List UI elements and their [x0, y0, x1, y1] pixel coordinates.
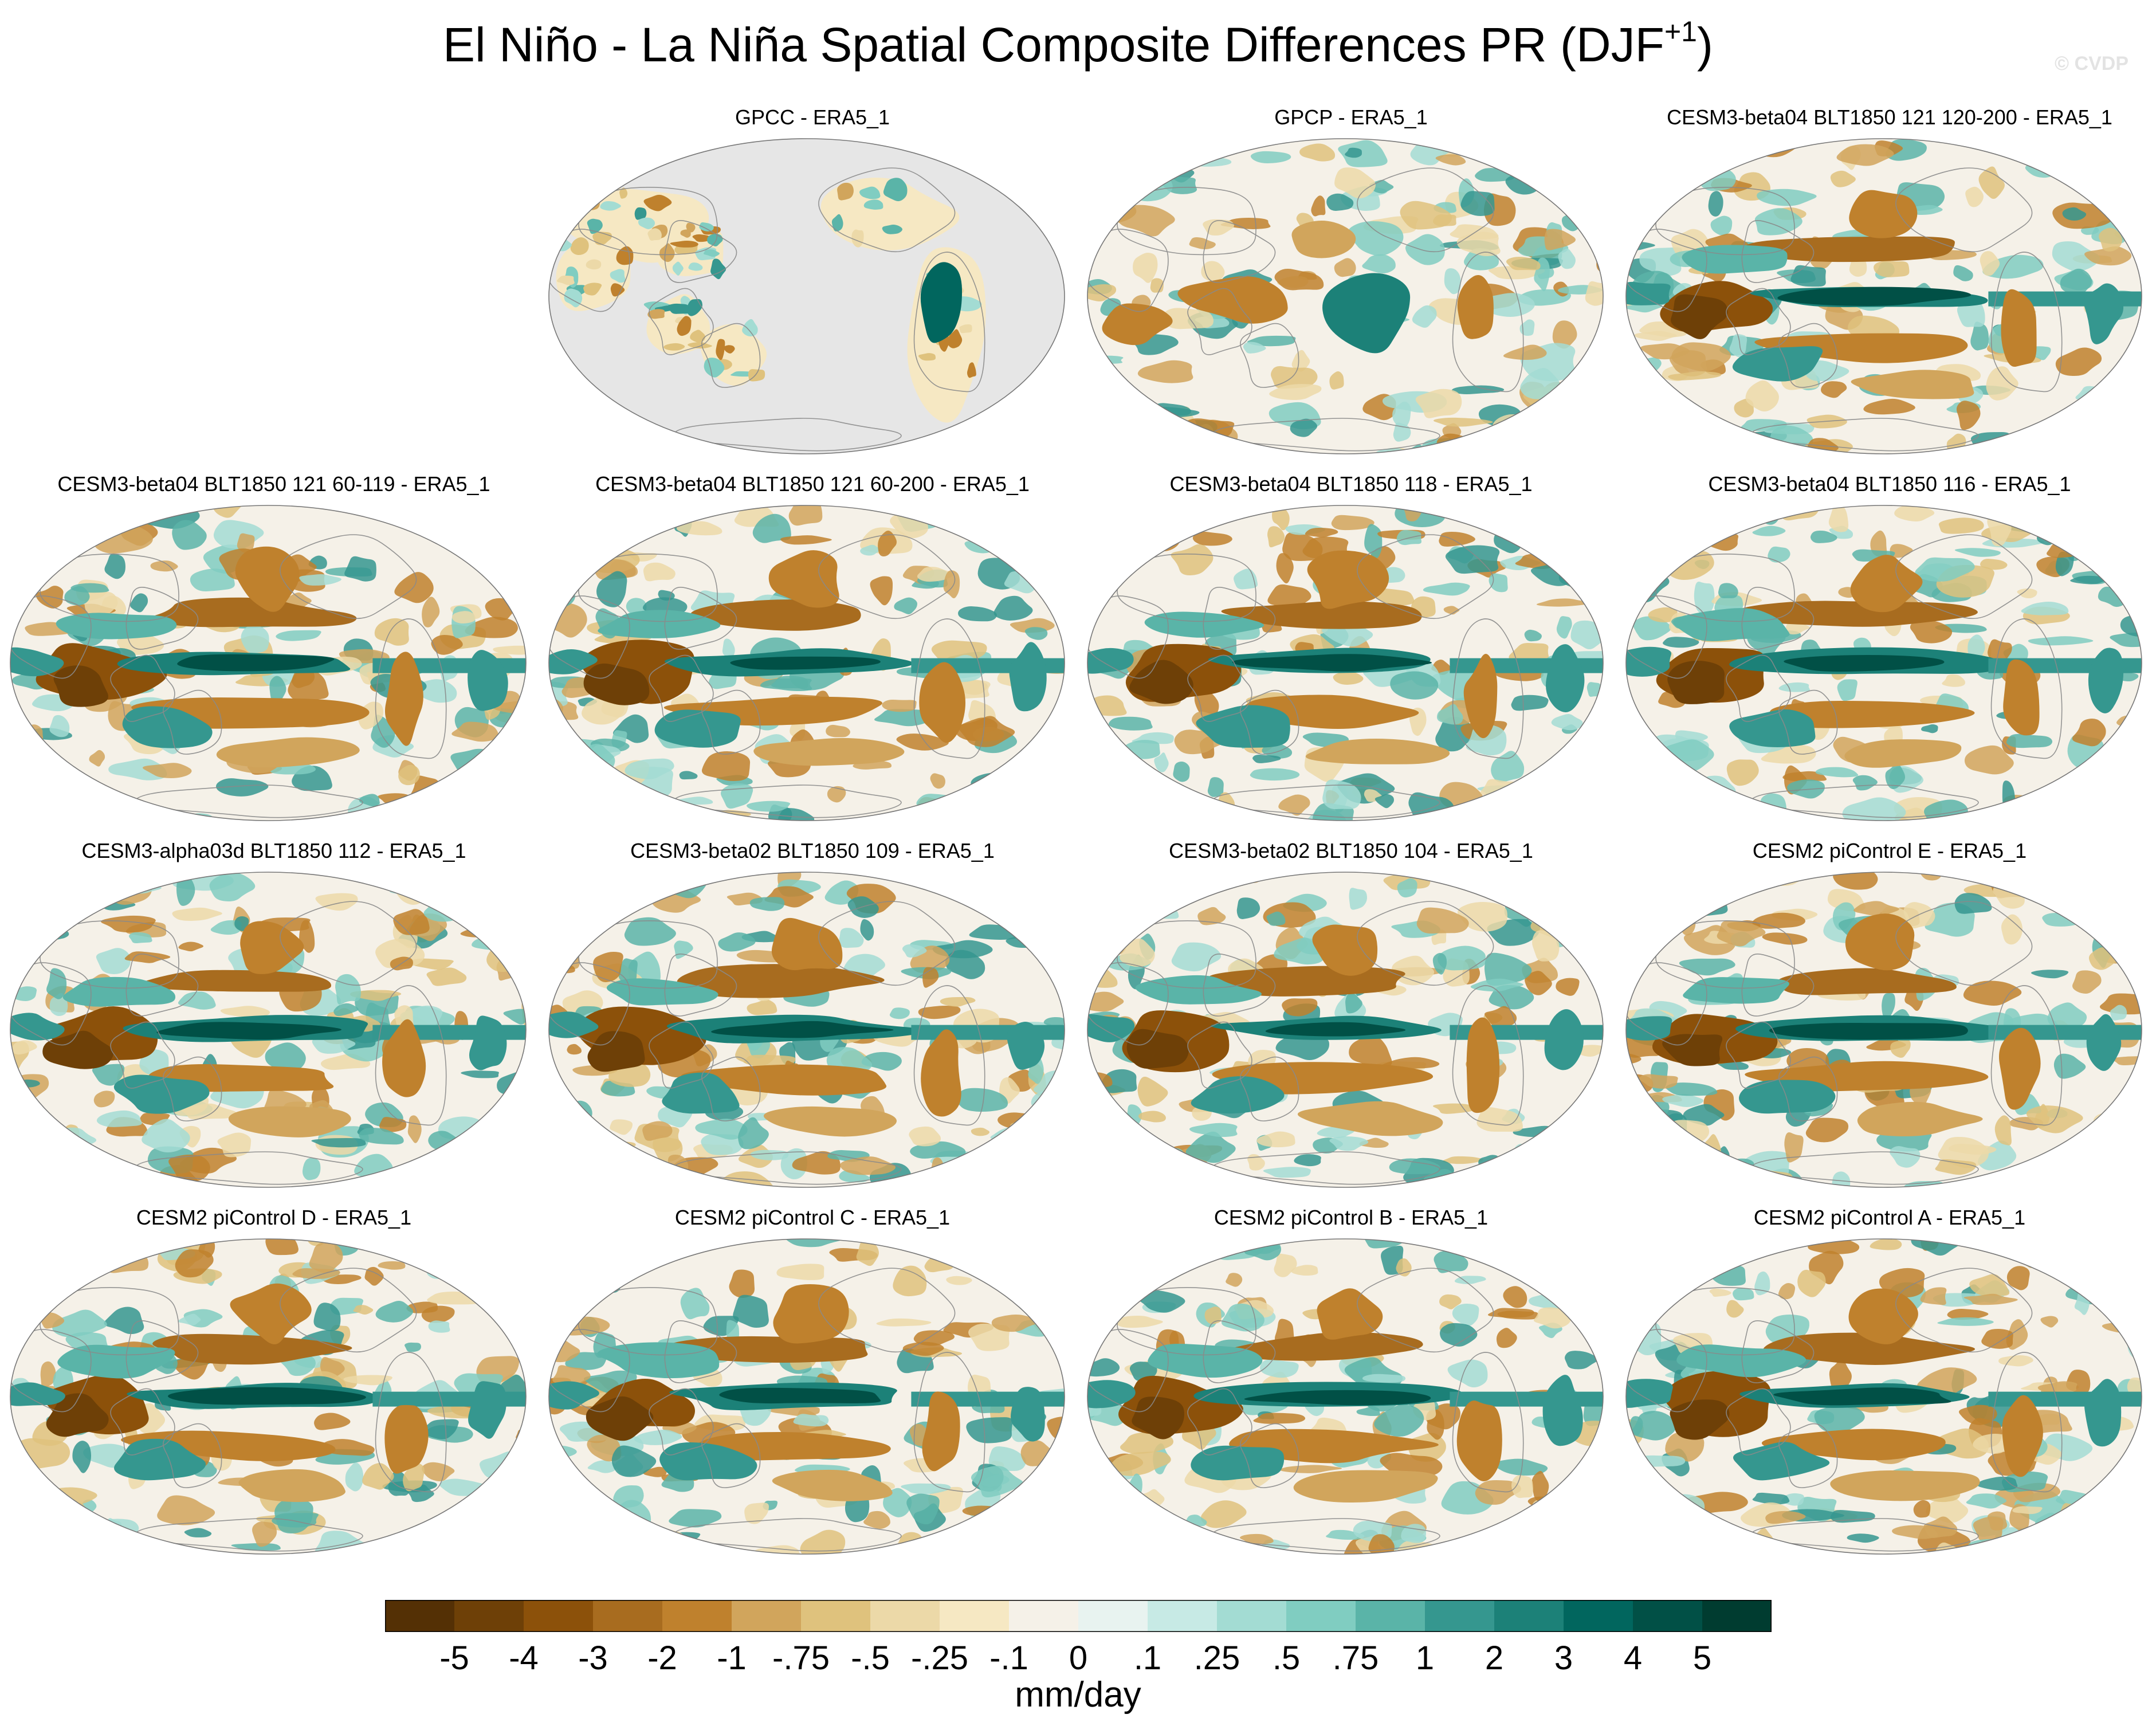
colorbar-swatch	[1148, 1600, 1218, 1632]
panel-title: CESM3-alpha03d BLT1850 112 - ERA5_1	[81, 839, 466, 862]
colorbar-tick-label: 5	[1692, 1639, 1712, 1677]
colorbar-tick-label: -4	[509, 1639, 539, 1677]
panel-title: CESM3-beta04 BLT1850 121 60-119 - ERA5_1	[57, 472, 490, 496]
panel-title: CESM2 piControl C - ERA5_1	[674, 1206, 951, 1229]
colorbar-swatch	[593, 1600, 663, 1632]
robinson-map	[10, 505, 527, 821]
robinson-map	[1087, 872, 1604, 1188]
robinson-map	[1087, 1238, 1604, 1555]
robinson-map	[10, 1238, 527, 1555]
colorbar-tick-label: 0	[1069, 1639, 1088, 1677]
panel-title: CESM2 piControl A - ERA5_1	[1753, 1206, 2026, 1229]
colorbar-swatch	[1633, 1600, 1703, 1632]
robinson-map	[1625, 1238, 2142, 1555]
colorbar-swatch	[870, 1600, 940, 1632]
colorbar-swatch	[1217, 1600, 1287, 1632]
panel-title: GPCP - ERA5_1	[1274, 105, 1428, 129]
colorbar-tick-label: .1	[1133, 1639, 1162, 1677]
colorbar-tick-label: .5	[1272, 1639, 1301, 1677]
colorbar-tick-label: -.1	[989, 1639, 1028, 1677]
colorbar-swatch	[1564, 1600, 1633, 1632]
colorbar-tick-label: -.25	[911, 1639, 968, 1677]
robinson-map	[10, 872, 527, 1188]
colorbar	[385, 1600, 1772, 1632]
colorbar-tick-label: -2	[647, 1639, 677, 1677]
robinson-map	[1625, 138, 2142, 454]
panel-title: GPCC - ERA5_1	[735, 105, 890, 129]
colorbar-swatch	[1356, 1600, 1425, 1632]
panel-title: CESM3-beta02 BLT1850 104 - ERA5_1	[1169, 839, 1533, 862]
colorbar-swatch	[662, 1600, 732, 1632]
colorbar-tick-label: 2	[1485, 1639, 1504, 1677]
robinson-map	[1087, 505, 1604, 821]
colorbar-tick-label: .25	[1193, 1639, 1240, 1677]
colorbar-tick-label: -1	[717, 1639, 747, 1677]
colorbar-tick-label: .75	[1332, 1639, 1379, 1677]
colorbar-swatch	[732, 1600, 802, 1632]
colorbar-tick-label: -.5	[851, 1639, 890, 1677]
colorbar-tick-label: 3	[1554, 1639, 1573, 1677]
colorbar-swatch	[1425, 1600, 1495, 1632]
panel-title: CESM3-beta04 BLT1850 121 60-200 - ERA5_1	[595, 472, 1030, 496]
panel-title: CESM3-beta04 BLT1850 116 - ERA5_1	[1708, 472, 2071, 496]
figure-title: El Niño - La Niña Spatial Composite Diff…	[443, 15, 1713, 72]
robinson-map	[548, 872, 1065, 1188]
watermark: © CVDP	[2055, 53, 2128, 74]
colorbar-swatch	[1702, 1600, 1772, 1632]
panel-title: CESM2 piControl E - ERA5_1	[1752, 839, 2027, 862]
colorbar-units: mm/day	[1015, 1675, 1141, 1715]
colorbar-swatch	[1286, 1600, 1356, 1632]
colorbar-swatch	[524, 1600, 594, 1632]
panel-title: CESM2 piControl B - ERA5_1	[1214, 1206, 1489, 1229]
robinson-map	[1625, 872, 2142, 1188]
panel-title: CESM3-beta04 BLT1850 118 - ERA5_1	[1169, 472, 1533, 496]
colorbar-swatch	[940, 1600, 1010, 1632]
robinson-map	[548, 138, 1065, 454]
colorbar-swatch	[1494, 1600, 1564, 1632]
colorbar-tick-labels: -5 -4 -3 -2 -1 -.75 -.5 -.25 -.1 0 .1 .25 .5 .75 1 2 3 4 5	[0, 1639, 2156, 1680]
colorbar-tick-label: -.75	[772, 1639, 830, 1677]
robinson-map	[548, 1238, 1065, 1555]
colorbar-swatch	[1009, 1600, 1079, 1632]
panel-title: CESM3-beta04 BLT1850 121 120-200 - ERA5_…	[1667, 105, 2112, 129]
panel-title: CESM3-beta02 BLT1850 109 - ERA5_1	[630, 839, 995, 862]
colorbar-tick-label: 1	[1415, 1639, 1435, 1677]
panel-title: CESM2 piControl D - ERA5_1	[136, 1206, 412, 1229]
robinson-map	[548, 505, 1065, 821]
robinson-map	[1625, 505, 2142, 821]
robinson-map	[1087, 138, 1604, 454]
colorbar-swatch	[801, 1600, 871, 1632]
colorbar-swatch	[1078, 1600, 1148, 1632]
colorbar-tick-label: 4	[1623, 1639, 1643, 1677]
colorbar-swatch	[385, 1600, 455, 1632]
colorbar-swatch	[454, 1600, 524, 1632]
colorbar-tick-label: -5	[439, 1639, 469, 1677]
colorbar-tick-label: -3	[578, 1639, 608, 1677]
